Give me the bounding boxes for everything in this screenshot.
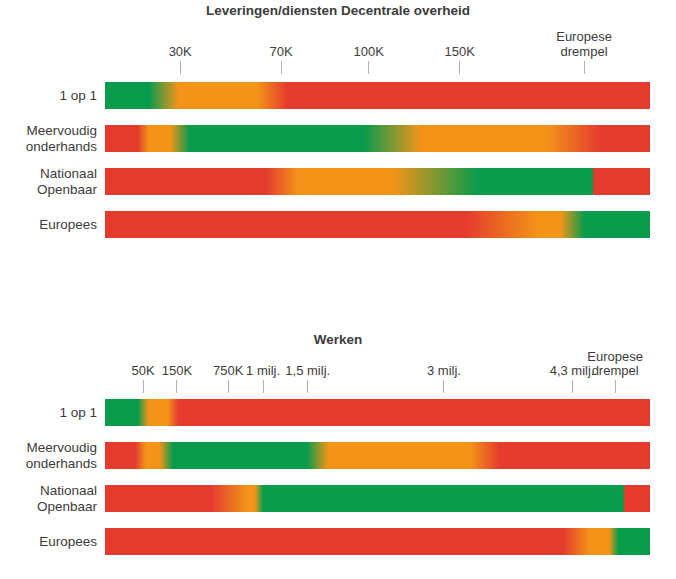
axis-tick-label-top: Europese (587, 350, 643, 364)
procurement-thresholds-infographic: Leveringen/diensten Decentrale overheid3… (0, 0, 676, 579)
row-label: 1 op 1 (0, 399, 97, 426)
axis-tick-mark (176, 380, 177, 393)
axis-tick-label: drempel (592, 364, 639, 378)
row-label: Europees (0, 528, 97, 555)
row-label: Meervoudigonderhands (0, 442, 97, 469)
row-label-line: Openbaar (37, 499, 97, 515)
axis-tick-label: 50K (132, 364, 155, 378)
axis-tick-label: 1,5 milj. (285, 364, 330, 378)
axis-tick-label: 750K (213, 364, 243, 378)
row-label-line: Meervoudig (26, 440, 97, 456)
row-bar-europees (105, 528, 650, 555)
row-label-line: Europees (39, 534, 97, 550)
axis-tick-mark (615, 380, 616, 393)
axis-tick-label: 3 milj. (427, 364, 461, 378)
axis-tick-mark (263, 380, 264, 393)
row-bar-1-op-1 (105, 399, 650, 426)
row-bar-nationaal (105, 485, 650, 512)
row-label-line: Nationaal (40, 483, 97, 499)
row-label-line: 1 op 1 (59, 405, 97, 421)
axis-tick-label: 150K (162, 364, 192, 378)
chart-werken: Werken 50K 150K 750K1 milj. 1,5 milj. 3 milj.… (0, 0, 676, 579)
axis-tick-mark (307, 380, 308, 393)
axis-tick-mark (443, 380, 444, 393)
axis-tick-label: 4,3 milj. (550, 364, 595, 378)
row-label: NationaalOpenbaar (0, 485, 97, 512)
row-bar-meervoudig (105, 442, 650, 469)
chart-title: Werken (0, 332, 676, 347)
axis-tick-label: 1 milj. (246, 364, 280, 378)
axis-tick-mark (228, 380, 229, 393)
axis-tick-mark (143, 380, 144, 393)
axis-tick-mark (572, 380, 573, 393)
row-label-line: onderhands (26, 456, 97, 472)
